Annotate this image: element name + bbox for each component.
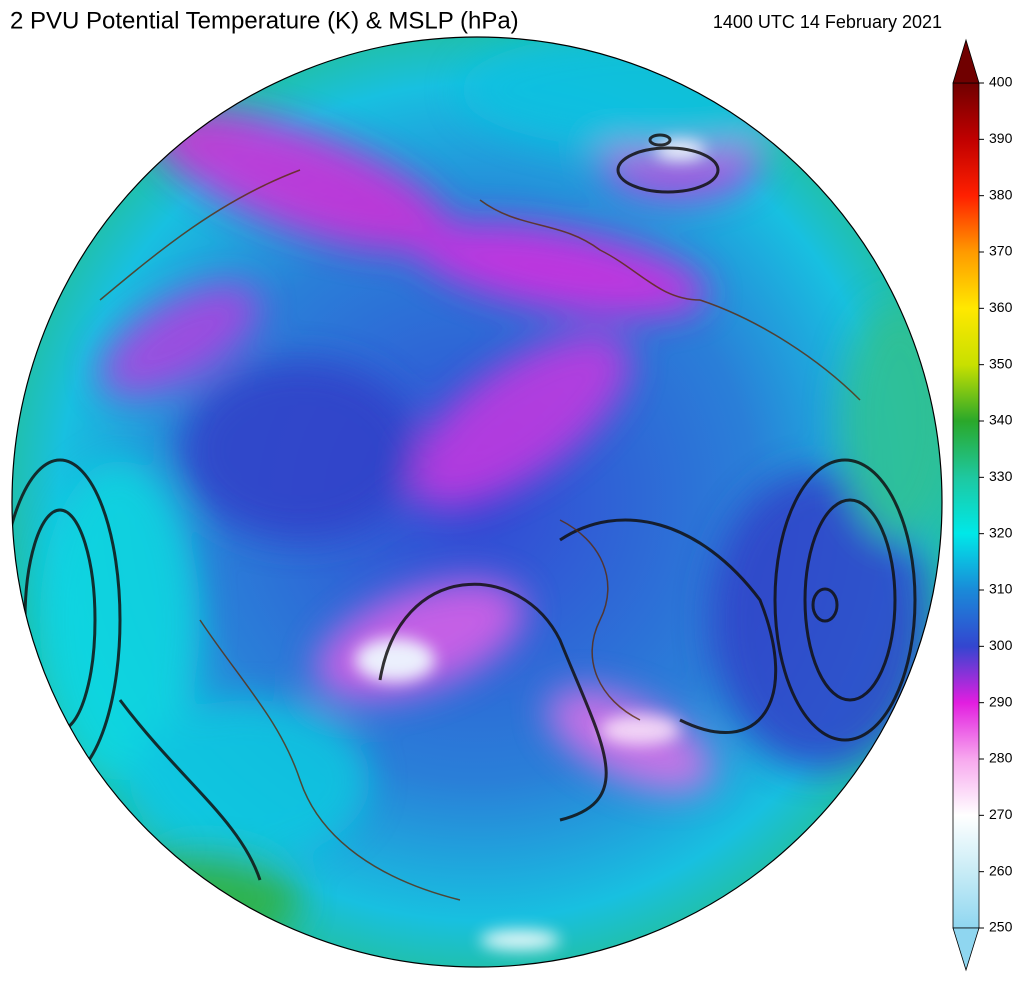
colorbar-tick-label: 260 bbox=[989, 862, 1013, 878]
colorbar-scale bbox=[952, 82, 980, 929]
colorbar-tick-label: 330 bbox=[989, 468, 1013, 484]
colorbar-tick-label: 400 bbox=[989, 74, 1013, 90]
colorbar-tick-label: 280 bbox=[989, 750, 1013, 766]
colorbar-tick-label: 360 bbox=[989, 299, 1013, 315]
map-title: 2 PVU Potential Temperature (K) & MSLP (… bbox=[10, 7, 519, 34]
colorbar-tick-label: 270 bbox=[989, 806, 1013, 822]
colorbar-tick-label: 320 bbox=[989, 524, 1013, 540]
colorbar-tick-label: 380 bbox=[989, 186, 1013, 202]
colorbar-tick-label: 350 bbox=[989, 355, 1013, 371]
colorbar: 250 260 270 280 290 300 310 320 330 340 350 360 370 3… bbox=[952, 38, 1013, 972]
colorbar-tick-label: 370 bbox=[989, 243, 1013, 259]
timestamp: 1400 UTC 14 February 2021 bbox=[713, 12, 942, 32]
colorbar-tick-label: 250 bbox=[989, 919, 1013, 935]
globe-outline bbox=[11, 36, 943, 968]
colorbar-tick-label: 290 bbox=[989, 693, 1013, 709]
colorbar-extend-bottom bbox=[952, 927, 980, 972]
colorbar-tick-label: 340 bbox=[989, 412, 1013, 428]
colorbar-tick-label: 390 bbox=[989, 130, 1013, 146]
colorbar-extend-top bbox=[952, 38, 980, 84]
colorbar-tick-label: 310 bbox=[989, 581, 1013, 597]
colorbar-tick-label: 300 bbox=[989, 637, 1013, 653]
